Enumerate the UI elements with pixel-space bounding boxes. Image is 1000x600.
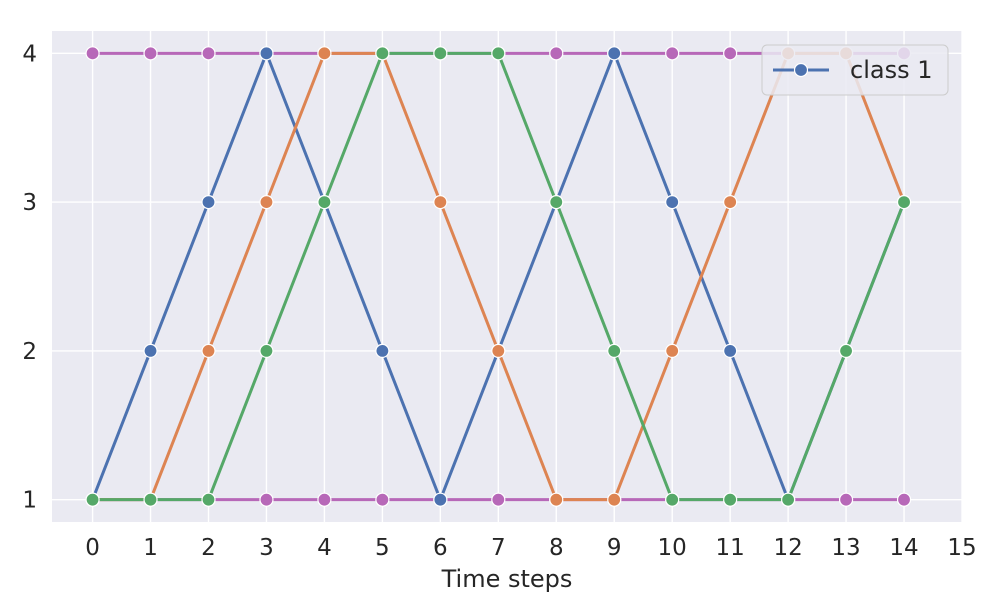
data-point <box>201 46 216 61</box>
data-point <box>433 492 448 507</box>
data-point <box>259 46 274 61</box>
data-point <box>201 195 216 210</box>
data-point <box>607 343 622 358</box>
data-point <box>723 343 738 358</box>
x-tick-label: 5 <box>375 535 390 561</box>
series-5 <box>85 46 912 507</box>
data-point <box>665 46 680 61</box>
y-tick-label: 1 <box>22 488 37 514</box>
x-tick-label: 10 <box>658 535 687 561</box>
data-point <box>549 195 564 210</box>
plot-area <box>52 31 962 522</box>
x-tick-label: 15 <box>947 535 976 561</box>
data-point <box>259 195 274 210</box>
legend-label: class 1 <box>850 56 932 84</box>
x-tick-label: 7 <box>491 535 506 561</box>
data-point <box>781 492 796 507</box>
y-tick-label: 2 <box>22 339 37 365</box>
data-point <box>317 46 332 61</box>
data-point <box>201 492 216 507</box>
data-point <box>375 343 390 358</box>
x-tick-label: 1 <box>143 535 158 561</box>
legend-box <box>761 44 949 96</box>
x-tick-label: 3 <box>259 535 274 561</box>
data-point <box>317 195 332 210</box>
data-point <box>723 195 738 210</box>
data-point <box>838 343 854 358</box>
x-tick-label: 8 <box>549 535 564 561</box>
data-point <box>143 492 158 507</box>
data-point <box>433 195 448 210</box>
x-axis-label: Time steps <box>441 565 573 593</box>
data-point <box>433 46 448 61</box>
x-tick-label: 11 <box>716 535 745 561</box>
x-tick-label: 2 <box>201 535 216 561</box>
data-point <box>549 46 564 61</box>
x-tick-label: 4 <box>317 535 332 561</box>
data-point <box>143 343 158 358</box>
x-tick-label: 14 <box>889 535 918 561</box>
data-point <box>85 46 100 61</box>
x-tick-label: 12 <box>773 535 802 561</box>
x-tick-label: 9 <box>607 535 622 561</box>
data-point <box>723 492 738 507</box>
legend-marker <box>793 62 809 78</box>
data-point <box>896 492 912 507</box>
data-point <box>665 343 680 358</box>
data-point <box>259 343 274 358</box>
y-tick-label: 3 <box>22 190 37 216</box>
x-tick-label: 0 <box>85 535 100 561</box>
data-point <box>491 492 506 507</box>
x-tick-label: 6 <box>433 535 448 561</box>
data-point <box>896 195 912 210</box>
legend: class 1 <box>761 44 949 96</box>
data-point <box>85 492 100 507</box>
data-point <box>201 343 216 358</box>
data-point <box>259 492 274 507</box>
data-point <box>317 492 332 507</box>
data-point <box>665 492 680 507</box>
data-point <box>491 343 506 358</box>
data-point <box>143 46 158 61</box>
data-point <box>607 46 622 61</box>
data-point <box>838 492 854 507</box>
data-point <box>375 46 390 61</box>
data-point <box>665 195 680 210</box>
y-tick-label: 4 <box>22 41 37 67</box>
series-layer <box>85 46 912 507</box>
data-point <box>491 46 506 61</box>
data-point <box>549 492 564 507</box>
data-point <box>607 492 622 507</box>
x-tick-label: 13 <box>831 535 860 561</box>
data-point <box>375 492 390 507</box>
data-point <box>723 46 738 61</box>
